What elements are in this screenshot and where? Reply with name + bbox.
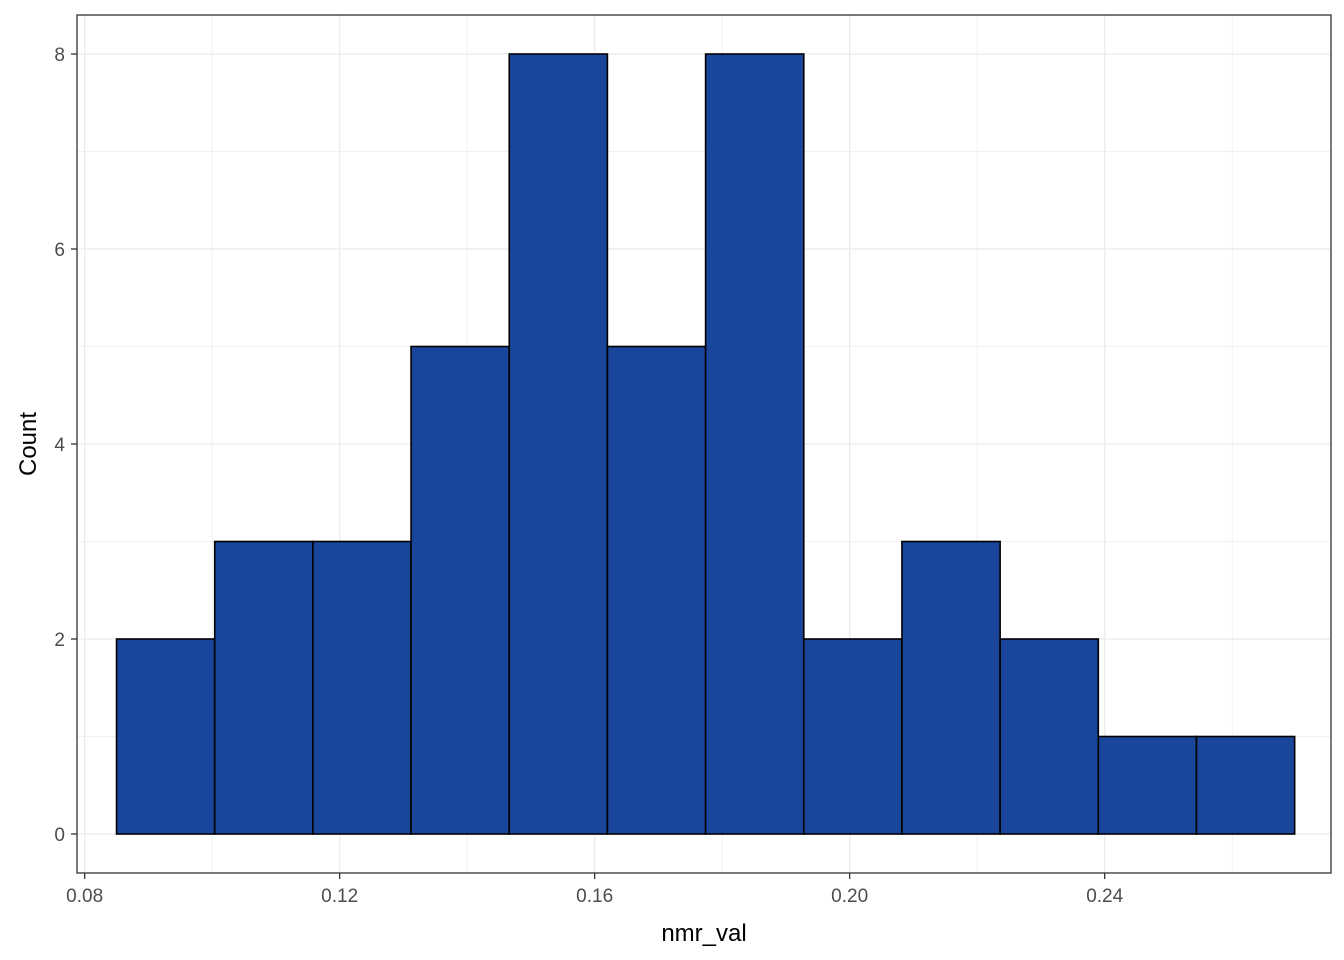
histogram-bar-6 (606, 345, 707, 835)
histogram-bar-9 (901, 540, 1001, 835)
x-tick-label: 0.20 (831, 886, 868, 907)
x-tick-label: 0.08 (66, 886, 103, 907)
histogram-bar-2 (213, 540, 314, 835)
y-axis-ticks: 0 2 4 6 8 (54, 45, 77, 846)
histogram-bar-8 (802, 638, 903, 835)
y-tick-label: 2 (54, 630, 65, 651)
histogram-bar-1 (115, 638, 216, 835)
y-axis-title: Count (15, 412, 42, 476)
x-axis-ticks: 0.08 0.12 0.16 0.20 0.24 (66, 873, 1124, 907)
x-axis-title: nmr_val (661, 920, 746, 947)
histogram-bar-4 (410, 345, 511, 835)
y-tick-label: 4 (54, 435, 65, 456)
histogram-bar-3 (312, 540, 412, 835)
histogram-bar-7 (704, 53, 805, 835)
y-tick-label: 0 (54, 825, 65, 846)
histogram-bars (115, 53, 1296, 835)
y-tick-label: 6 (54, 240, 65, 261)
x-tick-label: 0.16 (576, 886, 613, 907)
histogram-bar-10 (999, 638, 1100, 835)
histogram-bar-11 (1097, 735, 1198, 835)
histogram-bar-12 (1195, 735, 1296, 835)
histogram-bar-5 (508, 53, 609, 835)
y-tick-label: 8 (54, 45, 65, 66)
x-tick-label: 0.12 (321, 886, 358, 907)
x-tick-label: 0.24 (1086, 886, 1123, 907)
